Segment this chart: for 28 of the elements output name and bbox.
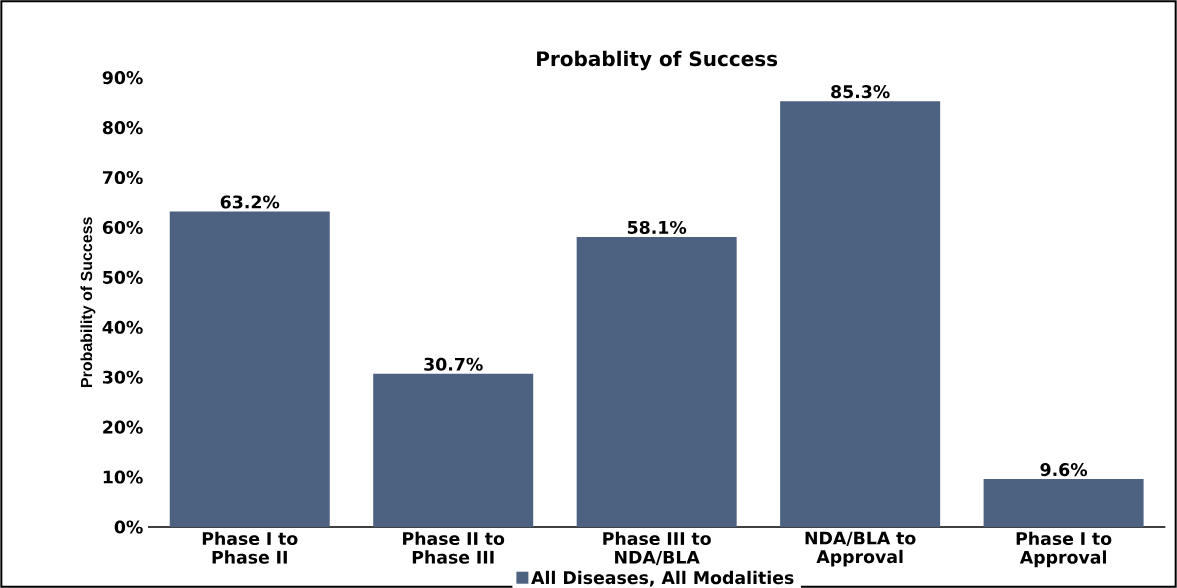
y-tick-label: 20% [103, 420, 143, 434]
data-label: 58.1% [627, 220, 687, 234]
data-label: 85.3% [831, 85, 890, 99]
bar [169, 211, 330, 527]
legend-label: All Diseases, All Modalities [531, 570, 794, 587]
x-tick-label: Phase I to Approval [1016, 531, 1112, 568]
chart-title: Probablity of Success [537, 50, 778, 71]
data-label: 63.2% [220, 195, 280, 209]
y-tick-label: 0% [114, 520, 143, 534]
data-label: 9.6% [1040, 463, 1088, 477]
x-tick-label: Phase I to Phase II [202, 531, 298, 564]
data-label: 30.7% [424, 357, 483, 371]
y-tick-label: 90% [102, 71, 143, 85]
y-tick-label: 80% [102, 121, 143, 135]
x-tick-label: Phase II to Phase III [403, 531, 505, 564]
bar [576, 236, 737, 527]
y-axis-title: Probability of Success [80, 217, 96, 388]
y-tick-label: 70% [102, 170, 143, 185]
y-tick-label: 10% [103, 470, 143, 484]
bar [983, 479, 1144, 527]
bar [373, 373, 534, 527]
bar [780, 101, 941, 527]
y-tick-label: 40% [102, 320, 143, 334]
y-tick-label: 30% [102, 370, 143, 384]
x-tick-label: Phase III to NDA/BLA [603, 531, 711, 566]
x-tick-label: NDA/BLA to Approval [805, 531, 916, 567]
y-tick-label: 50% [103, 270, 143, 284]
y-tick-label: 60% [102, 220, 143, 234]
